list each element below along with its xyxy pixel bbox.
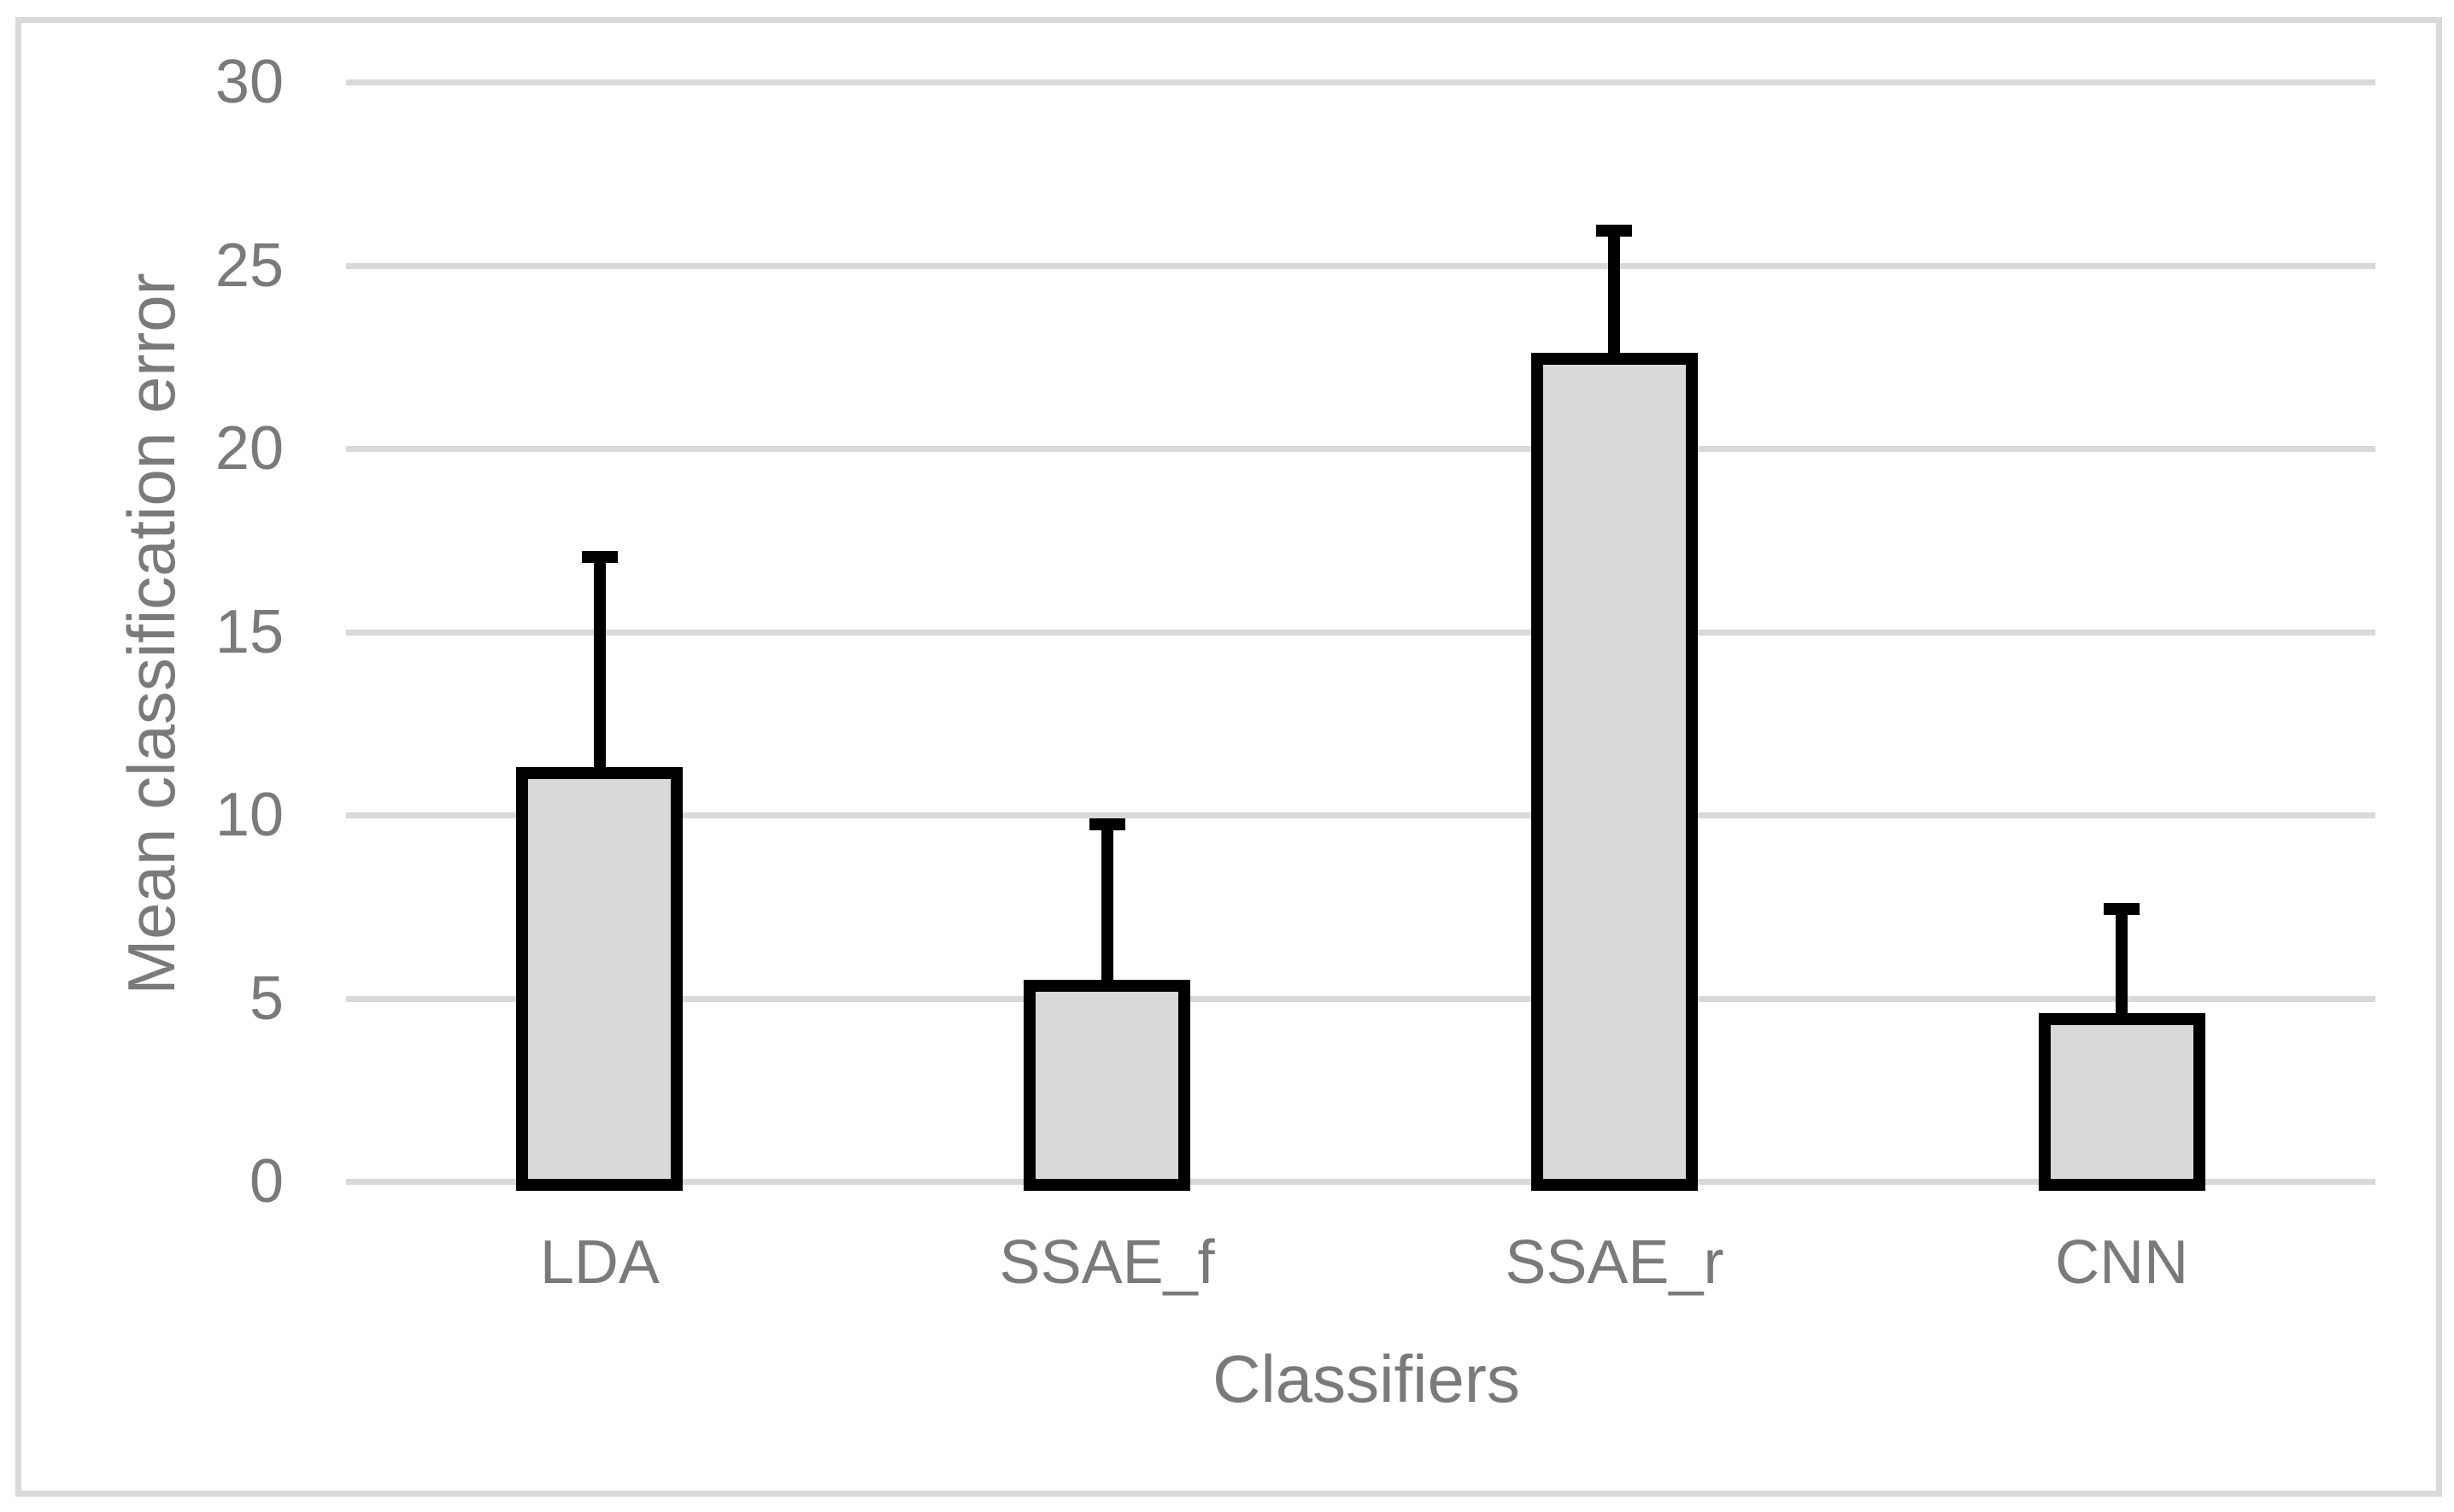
- y-axis-title: Mean classification error: [114, 273, 189, 995]
- gridline-y-10: [346, 812, 2375, 818]
- y-tick-label-5: 5: [249, 964, 284, 1033]
- category-label-LDA: LDA: [539, 1228, 660, 1297]
- error-bar-SSAE_r: [1608, 225, 1621, 357]
- error-bar-cap-CNN: [2104, 902, 2140, 915]
- error-bar-cap-SSAE_r: [1596, 225, 1633, 237]
- y-tick-label-20: 20: [214, 414, 284, 483]
- plot-area: [346, 79, 2375, 1191]
- y-tick-label-30: 30: [214, 48, 284, 116]
- x-axis-title: Classifiers: [1212, 1341, 1520, 1416]
- y-tick-label-0: 0: [249, 1147, 284, 1216]
- category-label-SSAE_f: SSAE_f: [999, 1228, 1215, 1297]
- bar-SSAE_r: [1530, 353, 1698, 1191]
- error-bar-cap-SSAE_f: [1089, 818, 1125, 831]
- chart-outer-frame: [15, 17, 2442, 1497]
- gridline-y-15: [346, 629, 2375, 636]
- error-bar-CNN: [2116, 902, 2128, 1017]
- category-label-SSAE_r: SSAE_r: [1505, 1228, 1724, 1297]
- bar-CNN: [2038, 1012, 2205, 1191]
- gridline-y-0: [346, 1179, 2375, 1185]
- error-bar-cap-LDA: [581, 551, 618, 564]
- gridline-y-5: [346, 995, 2375, 1002]
- error-bar-SSAE_f: [1101, 818, 1113, 984]
- bar-LDA: [516, 767, 684, 1191]
- category-label-CNN: CNN: [2055, 1228, 2189, 1297]
- y-tick-label-10: 10: [214, 781, 284, 849]
- error-bar-LDA: [593, 551, 606, 771]
- gridline-y-20: [346, 446, 2375, 452]
- y-tick-label-25: 25: [214, 231, 284, 300]
- gridline-y-30: [346, 79, 2375, 85]
- bar-SSAE_f: [1024, 980, 1191, 1191]
- y-tick-label-15: 15: [214, 597, 284, 666]
- gridline-y-25: [346, 262, 2375, 269]
